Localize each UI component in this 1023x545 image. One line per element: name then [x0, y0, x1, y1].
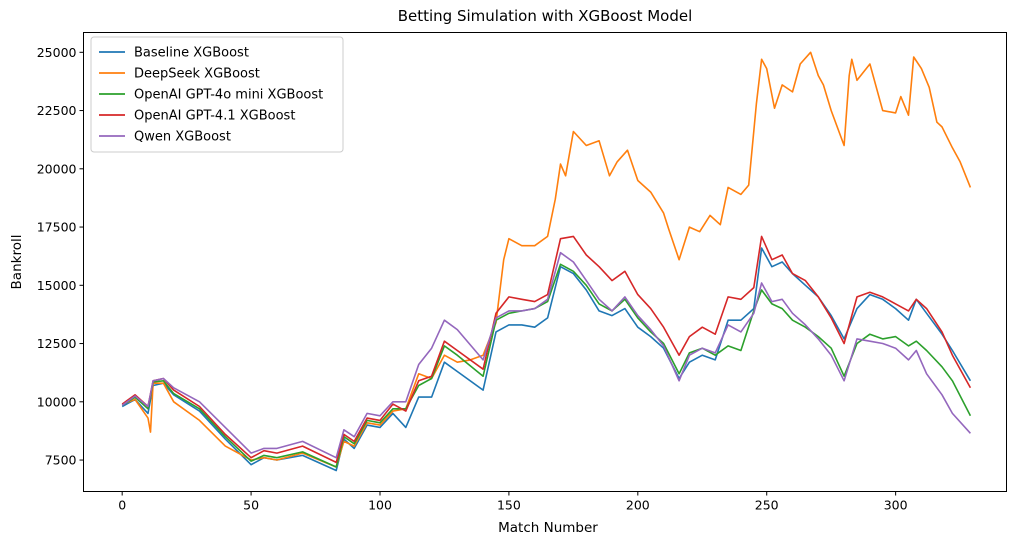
y-axis-label: Bankroll: [9, 235, 25, 290]
x-tick-label: 100: [368, 498, 392, 513]
y-tick-label: 12500: [37, 336, 77, 351]
legend-entry: Qwen XGBoost: [134, 130, 231, 145]
legend-entry: OpenAI GPT-4o mini XGBoost: [134, 88, 323, 103]
y-tick-label: 10000: [37, 394, 77, 409]
series-line-3: [121, 235, 972, 464]
x-axis-label: Match Number: [498, 520, 598, 536]
x-tick-label: 300: [884, 498, 908, 513]
chart-title: Betting Simulation with XGBoost Model: [398, 7, 693, 25]
y-tick-label: 7500: [45, 453, 77, 468]
x-tick-label: 0: [118, 498, 126, 513]
y-tick-label: 15000: [37, 278, 77, 293]
x-axis: 0 50 100 150 200 250 300: [118, 491, 908, 513]
legend: Baseline XGBoost DeepSeek XGBoost OpenAI G…: [90, 36, 344, 153]
x-tick-label: 150: [497, 498, 521, 513]
y-axis: 7500 10000 12500 15000 17500 20000 22500 25000: [37, 45, 84, 468]
series-line-4: [121, 251, 971, 459]
legend-entry: DeepSeek XGBoost: [134, 67, 260, 82]
series-line-2: [121, 263, 972, 468]
x-tick-label: 200: [626, 498, 650, 513]
x-tick-label: 50: [243, 498, 259, 513]
y-tick-label: 17500: [37, 220, 77, 235]
y-tick-label: 20000: [37, 161, 77, 176]
plot-frame: [83, 32, 1007, 492]
legend-entry: Baseline XGBoost: [134, 46, 249, 61]
y-tick-label: 22500: [37, 103, 77, 118]
legend-box: [90, 36, 344, 153]
y-tick-label: 25000: [37, 45, 77, 60]
x-tick-label: 250: [755, 498, 779, 513]
legend-entry: OpenAI GPT-4.1 XGBoost: [134, 109, 295, 124]
series-layer: [121, 51, 972, 472]
